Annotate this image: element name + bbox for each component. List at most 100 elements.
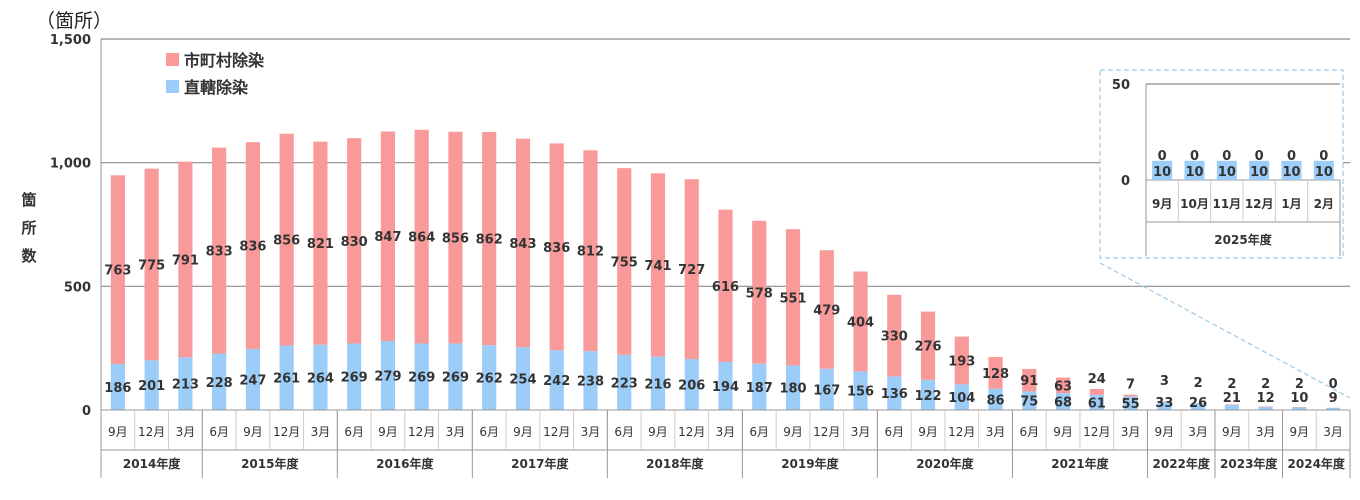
y-axis-title-char: 所 xyxy=(21,219,36,237)
fiscal-year-label: 2023年度 xyxy=(1220,456,1278,471)
category-label: 6月 xyxy=(1019,425,1039,439)
data-label-direct: 21 xyxy=(1223,391,1241,406)
inset-data-label-municipal: 0 xyxy=(1255,149,1264,164)
bar-group-33: 221 xyxy=(1223,377,1241,410)
category-label: 3月 xyxy=(446,425,466,439)
data-label-direct: 55 xyxy=(1122,397,1140,412)
y-tick-label: 0 xyxy=(82,404,91,419)
category-label: 12月 xyxy=(678,425,705,439)
data-label-municipal: 836 xyxy=(239,240,266,255)
bar-group-8: 847 279 xyxy=(374,131,402,410)
bar-direct xyxy=(650,356,666,410)
category-label: 6月 xyxy=(479,425,499,439)
data-label-municipal: 578 xyxy=(746,286,773,301)
bar-direct xyxy=(110,363,125,410)
data-label-municipal: 755 xyxy=(611,255,638,270)
y-axis-title: 箇所数 xyxy=(20,191,37,265)
inset-data-label-direct: 10 xyxy=(1185,165,1203,180)
inset-category-label: 2月 xyxy=(1314,197,1334,211)
bar-municipal xyxy=(617,168,632,355)
bar-group-15: 755 223 xyxy=(611,168,638,410)
fiscal-year-label: 2017年度 xyxy=(511,456,569,471)
category-label: 9月 xyxy=(1053,425,1073,439)
y-tick-label: 1,000 xyxy=(50,157,91,172)
bar-direct xyxy=(1157,401,1172,410)
inset-category-label: 11月 xyxy=(1212,197,1241,211)
data-label-direct: 86 xyxy=(987,393,1005,408)
data-label-direct: 122 xyxy=(914,389,941,404)
bar-group-9: 864 269 xyxy=(408,129,435,410)
bar-municipal xyxy=(414,129,429,344)
bar-group-25: 193 104 xyxy=(948,336,975,410)
fiscal-year-label: 2016年度 xyxy=(376,456,434,471)
category-label: 12月 xyxy=(1083,425,1110,439)
data-label-direct: 33 xyxy=(1155,396,1173,411)
bar-direct xyxy=(718,362,733,410)
data-label-direct: 261 xyxy=(273,372,300,387)
data-label-direct: 10 xyxy=(1290,391,1308,406)
category-label: 9月 xyxy=(513,425,533,439)
category-label: 3月 xyxy=(986,425,1006,439)
y-tick-label: 500 xyxy=(64,280,91,295)
data-label-municipal: 2 xyxy=(1261,377,1270,392)
data-label-direct: 223 xyxy=(611,376,638,391)
inset-category-label: 12月 xyxy=(1245,197,1274,211)
bar-group-35: 210 xyxy=(1290,377,1308,410)
category-label: 9月 xyxy=(378,425,398,439)
data-label-municipal: 833 xyxy=(206,245,233,260)
bar-municipal xyxy=(684,179,699,360)
category-label: 9月 xyxy=(243,425,263,439)
bar-group-30: 755 xyxy=(1122,378,1140,413)
category-label: 12月 xyxy=(948,425,975,439)
data-label-municipal: 843 xyxy=(509,237,536,252)
bar-group-32: 226 xyxy=(1189,376,1207,411)
bar-direct xyxy=(583,351,598,410)
inset-bar-direct xyxy=(1249,160,1270,180)
data-label-municipal: 836 xyxy=(543,241,570,256)
category-label: 6月 xyxy=(209,425,229,439)
data-label-direct: 264 xyxy=(307,371,334,386)
data-label-municipal: 864 xyxy=(408,231,435,246)
data-label-direct: 26 xyxy=(1189,396,1207,411)
bar-direct xyxy=(1292,407,1307,410)
fiscal-year-label: 2022年度 xyxy=(1153,456,1211,471)
bar-municipal xyxy=(178,161,193,358)
category-label: 6月 xyxy=(614,425,634,439)
bar-municipal xyxy=(650,173,666,357)
data-label-municipal: 763 xyxy=(104,264,131,279)
data-label-direct: 180 xyxy=(779,382,806,397)
category-label: 6月 xyxy=(344,425,364,439)
legend: 市町村除染 直轄除染 xyxy=(166,51,265,97)
bar-direct xyxy=(245,348,260,410)
data-label-municipal: 128 xyxy=(982,367,1009,382)
category-label: 3月 xyxy=(716,425,736,439)
bar-direct xyxy=(279,345,294,410)
bar-direct xyxy=(887,376,902,410)
bar-group-31: 333 xyxy=(1155,374,1173,411)
bar-group-4: 836 247 xyxy=(239,142,266,410)
bar-group-18: 616 194 xyxy=(712,209,739,410)
inset-bar-direct xyxy=(1281,160,1302,180)
data-label-direct: 269 xyxy=(341,371,368,386)
data-label-municipal: 856 xyxy=(273,234,300,249)
bar-municipal xyxy=(212,147,227,354)
data-label-municipal: 847 xyxy=(374,230,401,245)
data-label-direct: 279 xyxy=(374,369,401,384)
bar-group-22: 404 156 xyxy=(847,271,874,410)
bar-municipal xyxy=(853,271,868,372)
data-label-direct: 269 xyxy=(442,371,469,386)
bar-group-14: 812 238 xyxy=(577,150,604,410)
bar-municipal xyxy=(1055,377,1071,394)
data-label-direct: 9 xyxy=(1329,391,1338,406)
bar-group-3: 833 228 xyxy=(206,147,233,410)
bar-direct xyxy=(1258,407,1273,410)
data-label-municipal: 856 xyxy=(442,232,469,247)
data-label-direct: 12 xyxy=(1257,391,1275,406)
bar-direct xyxy=(482,345,497,410)
category-label: 9月 xyxy=(1155,425,1175,439)
bar-direct xyxy=(954,384,969,410)
unit-label: （箇所） xyxy=(36,10,112,32)
data-label-municipal: 330 xyxy=(881,330,908,345)
